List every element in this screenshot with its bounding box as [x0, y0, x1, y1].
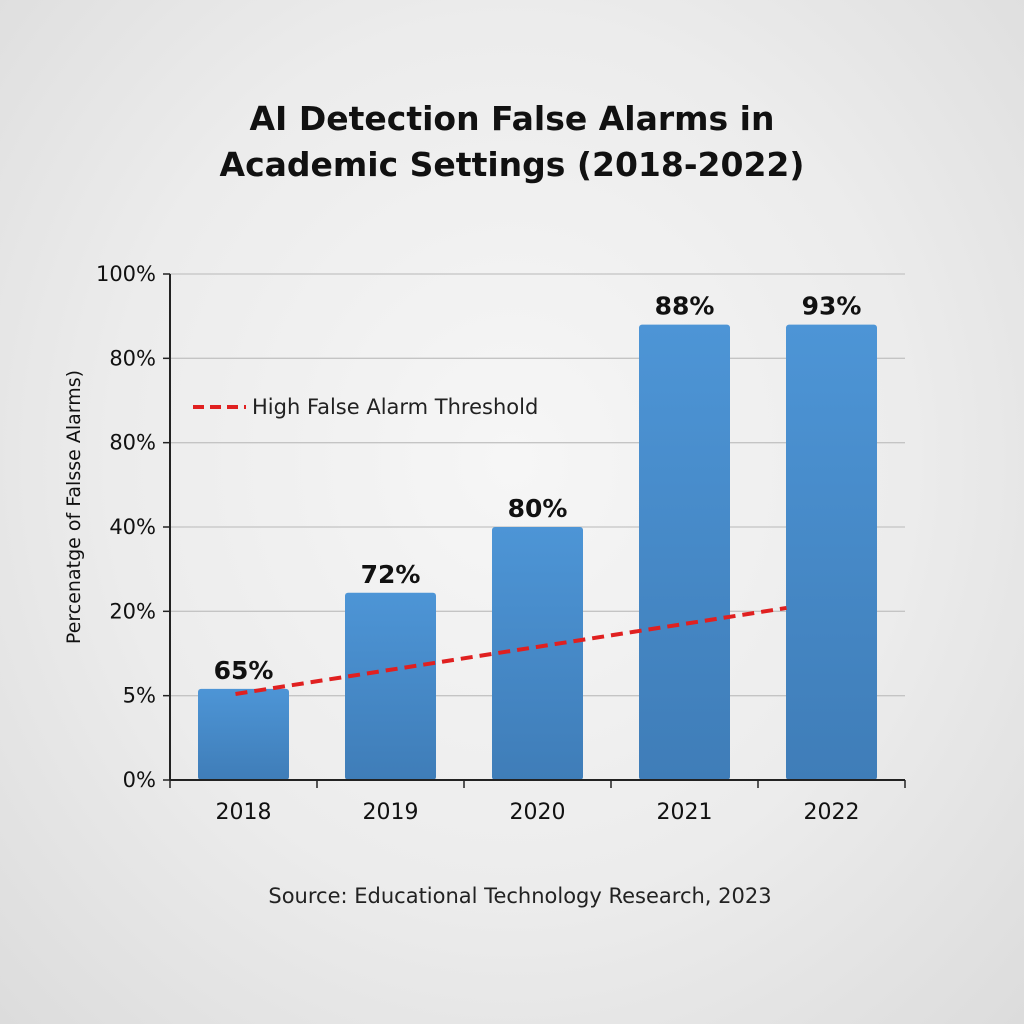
- bar-2019: [345, 592, 436, 780]
- data-labels: 65% 72% 80% 88% 93%: [214, 292, 862, 685]
- y-tick-label: 40%: [109, 515, 156, 539]
- x-tick-label: 2022: [804, 800, 860, 825]
- legend-threshold-label: High False Alarm Threshold: [252, 395, 538, 419]
- y-tick-label: 80%: [109, 431, 156, 455]
- y-tick-label: 20%: [109, 599, 156, 623]
- y-axis-label: Percenatge of Falsse Alarms): [63, 370, 85, 644]
- x-tick-label: 2020: [510, 800, 566, 825]
- x-tick-label: 2019: [363, 800, 419, 825]
- bar-2020: [492, 527, 583, 780]
- data-label: 65%: [214, 656, 274, 685]
- bar-2022: [786, 324, 877, 780]
- y-tick-label: 5%: [123, 684, 156, 708]
- source-note: Source: Educational Technology Research,…: [268, 884, 772, 908]
- x-tick-label: 2021: [657, 800, 713, 825]
- bars: [198, 324, 877, 780]
- bar-2018: [198, 688, 289, 780]
- data-label: 72%: [361, 560, 421, 589]
- y-tick-labels: 0% 5% 20% 40% 80% 80% 100%: [96, 262, 170, 792]
- y-tick-label: 100%: [96, 262, 156, 286]
- bar-2021: [639, 324, 730, 780]
- x-tick-label: 2018: [216, 800, 272, 825]
- y-tick-label: 80%: [109, 346, 156, 370]
- x-tick-labels: 2018 2019 2020 2021 2022: [216, 800, 860, 825]
- chart-title-line-2: Academic Settings (2018-2022): [219, 145, 805, 184]
- legend: High False Alarm Threshold: [193, 395, 538, 419]
- threshold-dashed-line: [235, 605, 787, 696]
- chart-title: AI Detection False Alarms in Academic Se…: [0, 96, 1024, 188]
- data-label: 80%: [508, 494, 568, 523]
- data-label: 93%: [802, 292, 862, 321]
- y-tick-label: 0%: [123, 768, 156, 792]
- threshold-line: [235, 605, 787, 696]
- chart-title-line-1: AI Detection False Alarms in: [249, 99, 775, 138]
- data-label: 88%: [655, 292, 715, 321]
